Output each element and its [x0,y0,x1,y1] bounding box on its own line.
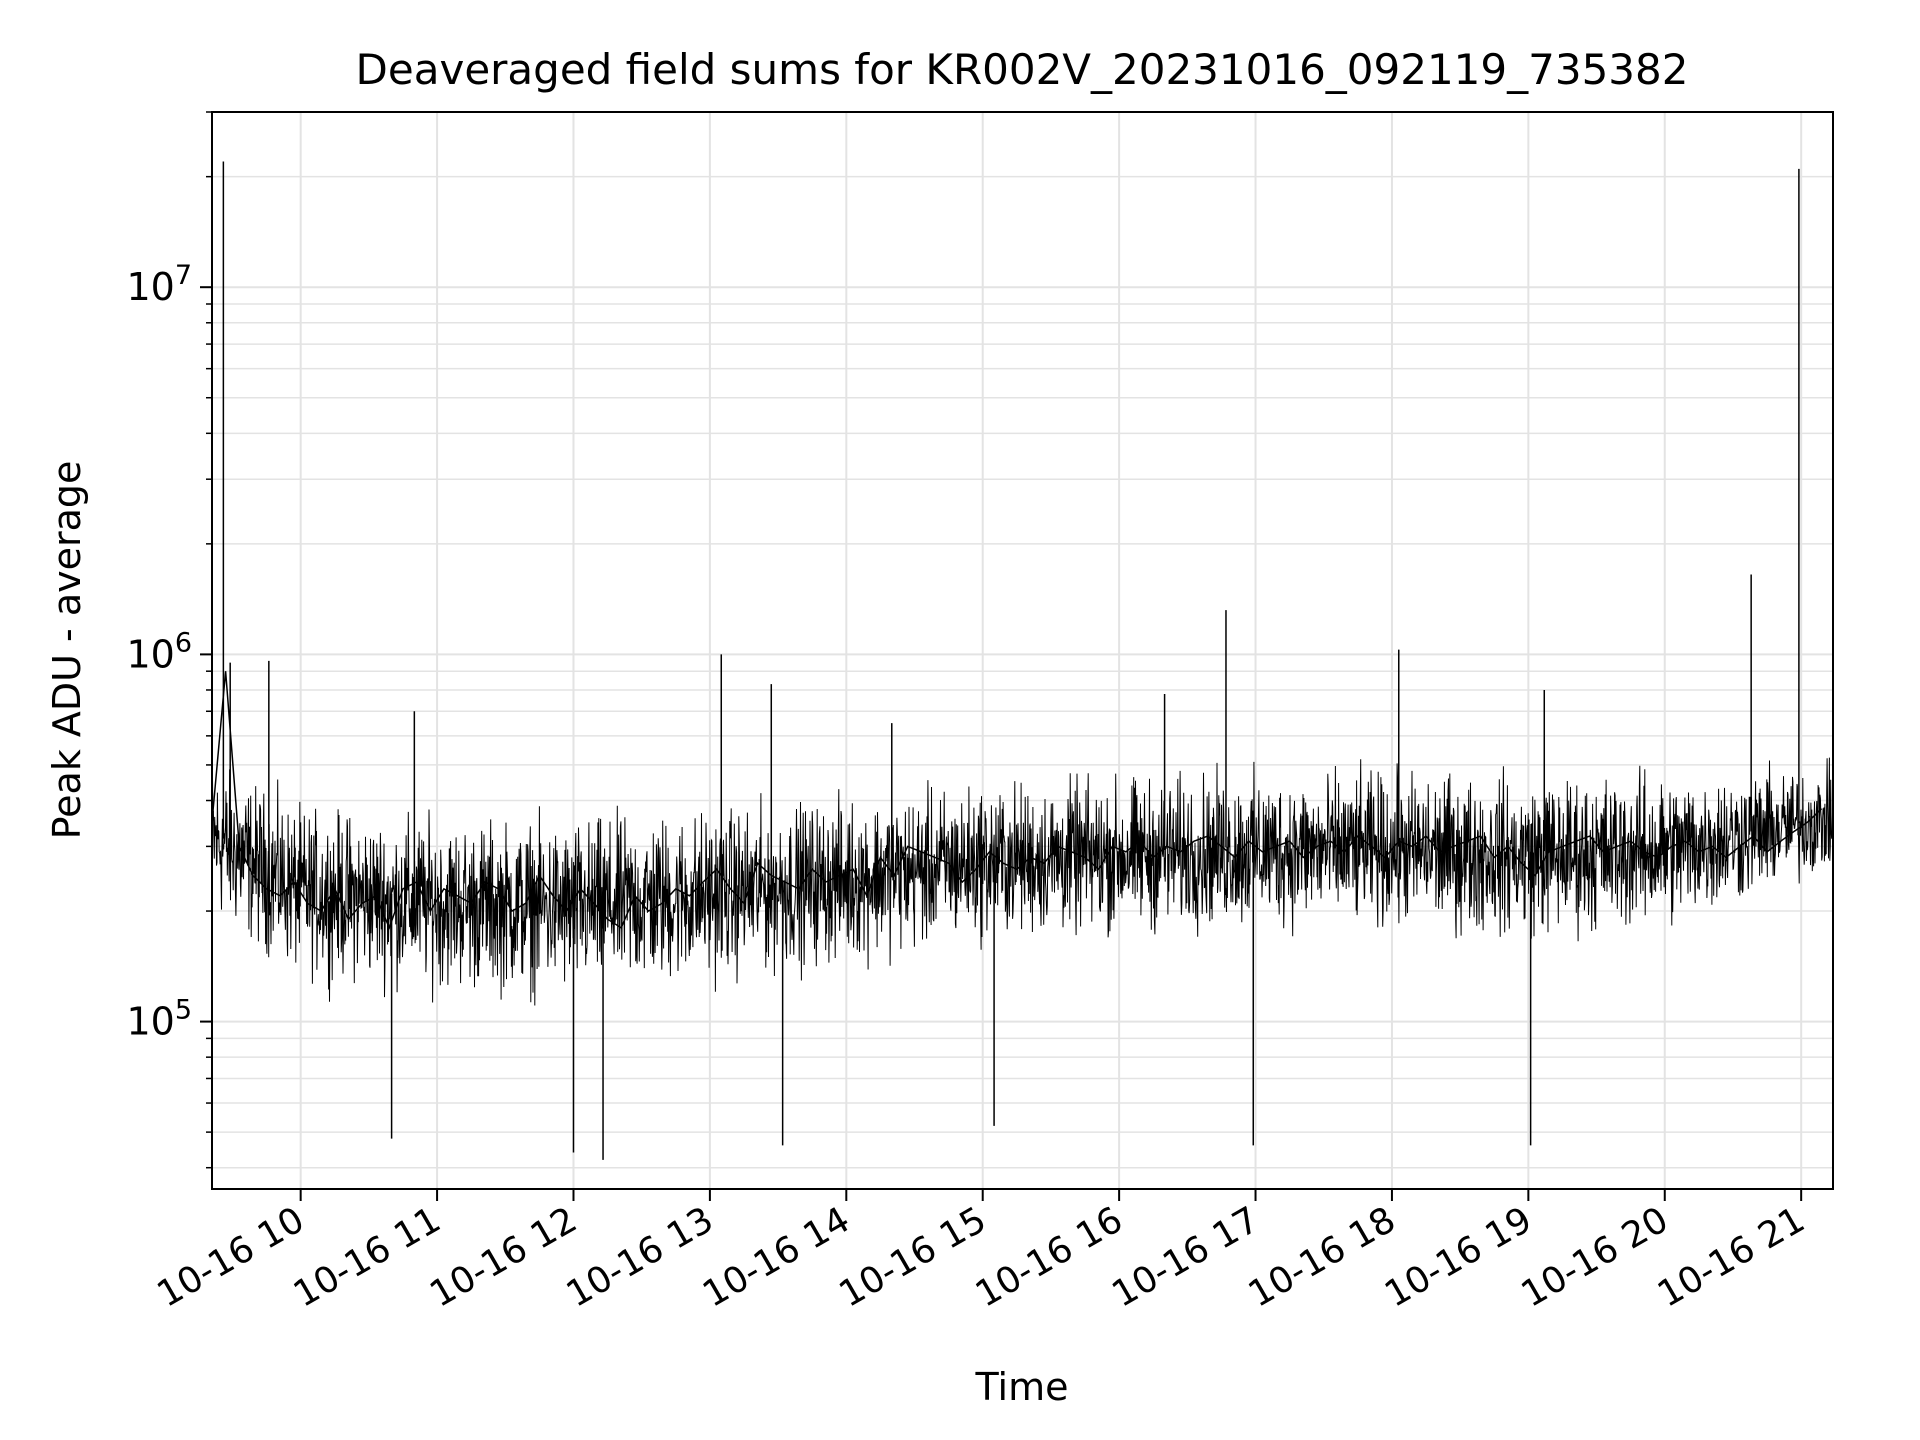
y-axis-label: Peak ADU - average [45,461,89,840]
y-axis-ticks: 105 106 107 [126,111,212,1169]
spike-lines [222,161,1800,1160]
series-noise-line [211,757,1834,1006]
x-axis-label: Time [975,1365,1069,1409]
chart-title: Deaveraged field sums for KR002V_2023101… [356,45,1689,94]
y-tick-label: 107 [126,260,192,309]
y-tick-label: 105 [126,995,192,1044]
y-tick-label: 106 [126,627,192,676]
plot-area-frame [211,111,1834,1190]
series-line [211,671,1823,930]
